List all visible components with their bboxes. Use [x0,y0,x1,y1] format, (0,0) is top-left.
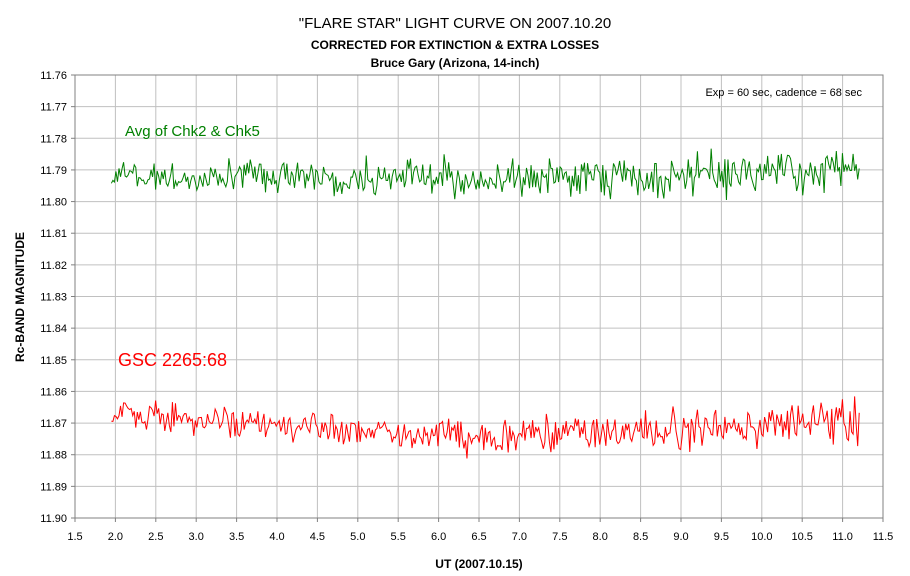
x-tick-label: 2.5 [148,531,163,543]
grid-lines [74,74,884,519]
series-lines [110,148,860,459]
x-tick-label: 7.0 [512,531,527,543]
x-tick-label: 9.0 [673,531,688,543]
x-tick-label: 10.5 [791,531,812,543]
x-tick-label: 6.5 [471,531,486,543]
x-tick-label: 11.5 [873,531,894,543]
x-tick-label: 4.5 [310,531,325,543]
y-tick-label: 11.78 [40,133,67,145]
y-tick-label: 11.83 [40,292,67,304]
x-tick-label: 2.0 [108,531,123,543]
y-tick-label: 11.85 [40,355,67,367]
x-tick-label: 9.5 [714,531,729,543]
chart-subtitle: CORRECTED FOR EXTINCTION & EXTRA LOSSES [311,38,599,52]
x-axis-ticks: 1.5 2.0 2.5 3.0 3.5 4.0 4.5 5.0 5.5 6.0 6.5 7.0 7.5 8… [67,518,893,543]
x-tick-label: 5.0 [350,531,365,543]
y-tick-label: 11.81 [40,228,67,240]
x-tick-label: 1.5 [67,531,82,543]
y-tick-label: 11.87 [40,418,67,430]
x-tick-label: 11.0 [832,531,853,543]
x-tick-label: 10.0 [751,531,772,543]
y-tick-label: 11.88 [40,450,67,462]
x-tick-label: 3.5 [229,531,244,543]
y-tick-label: 11.79 [40,165,67,177]
y-tick-label: 11.82 [40,260,67,272]
y-tick-label: 11.77 [40,102,67,114]
y-tick-label: 11.84 [40,323,67,335]
y-tick-label: 11.80 [40,197,67,209]
chart-title: "FLARE STAR" LIGHT CURVE ON 2007.10.20 [299,15,611,32]
series-label-red: GSC 2265:68 [118,350,227,370]
x-tick-label: 8.0 [593,531,608,543]
y-tick-label: 11.86 [40,386,67,398]
series-label-green: Avg of Chk2 & Chk5 [125,123,260,140]
x-tick-label: 4.0 [269,531,284,543]
chart-subtitle-2: Bruce Gary (Arizona, 14-inch) [371,56,540,70]
series-line-0 [110,148,860,201]
x-tick-label: 6.0 [431,531,446,543]
y-tick-label: 11.89 [40,481,67,493]
x-axis-title: UT (2007.10.15) [435,557,522,571]
y-tick-label: 11.76 [40,70,67,82]
y-tick-label: 11.90 [40,513,67,525]
x-tick-label: 7.5 [552,531,567,543]
y-axis-ticks: 11.76 11.77 11.78 11.79 11.80 11.81 11.82 11.83… [40,70,75,525]
x-tick-label: 8.5 [633,531,648,543]
series-line-1 [111,396,860,459]
y-axis-title: Rc-BAND MAGNITUDE [13,232,27,362]
x-tick-label: 3.0 [189,531,204,543]
exposure-annotation: Exp = 60 sec, cadence = 68 sec [705,87,862,99]
x-tick-label: 5.5 [391,531,406,543]
